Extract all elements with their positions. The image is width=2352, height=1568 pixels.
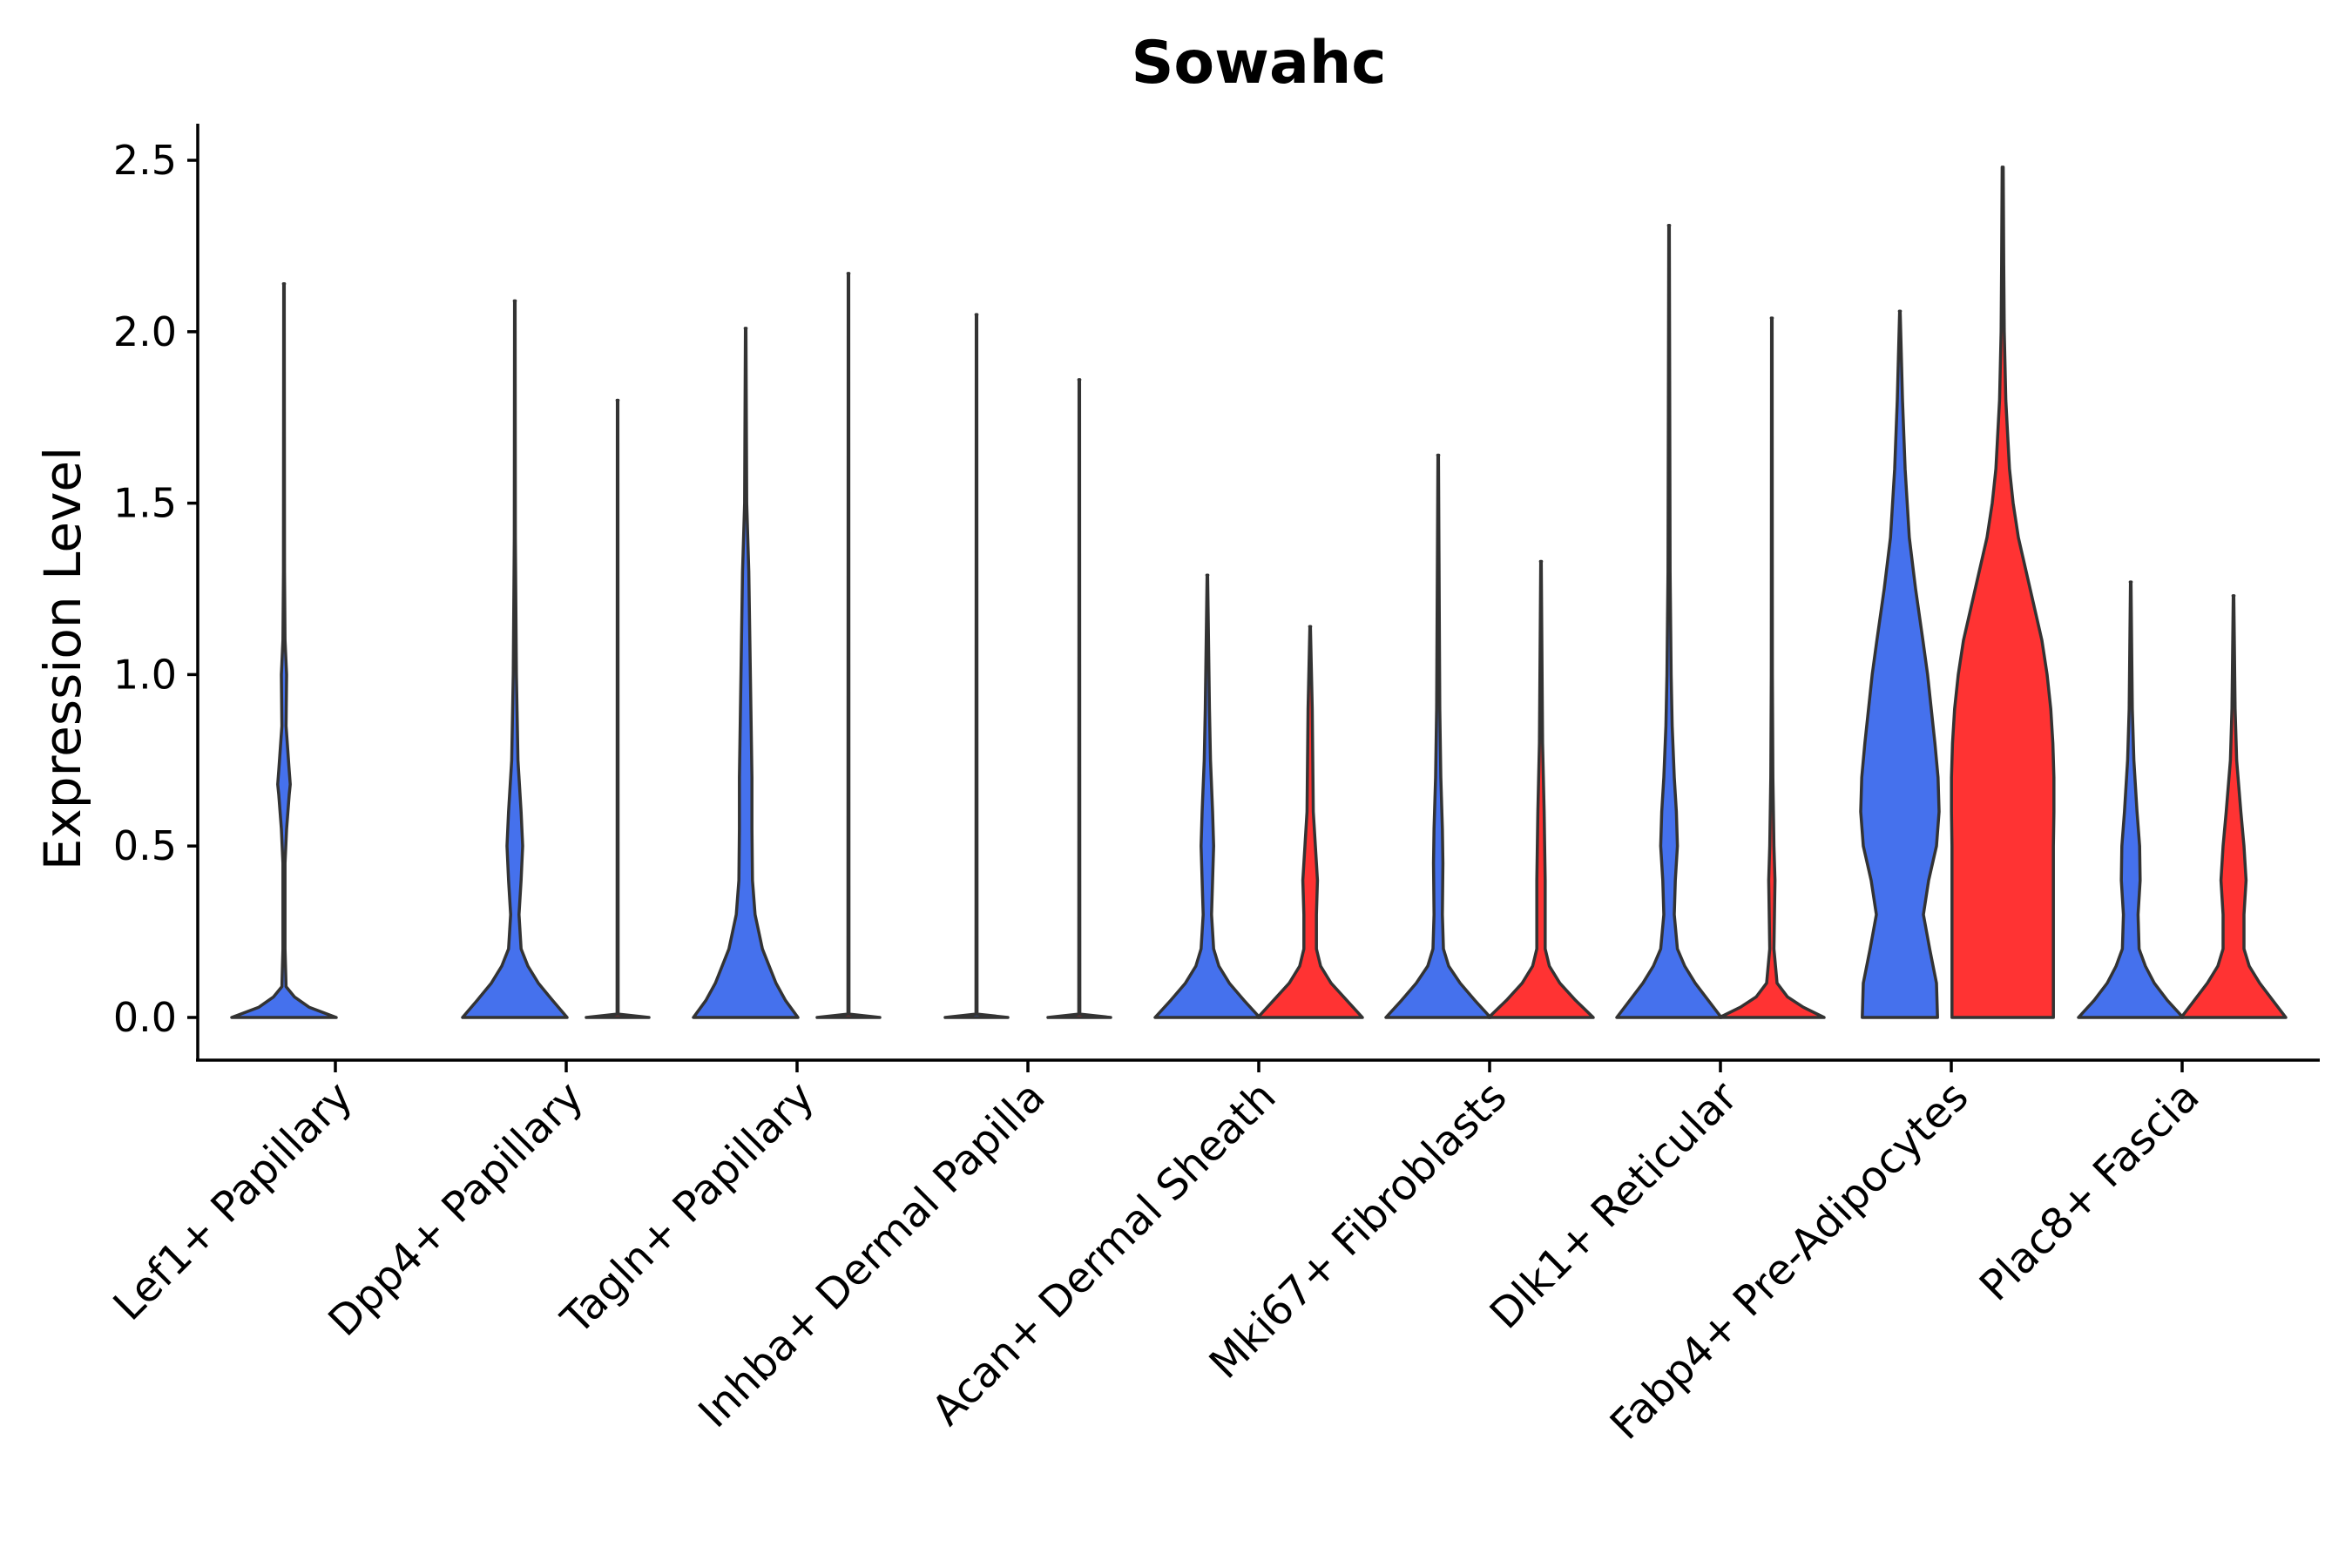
y-tick-label: 2.0 (113, 308, 177, 355)
violin-red (1046, 378, 1112, 1019)
y-tick-label: 2.5 (113, 137, 177, 184)
y-tick-label: 1.5 (113, 480, 177, 527)
chart-title: Sowahc (1131, 29, 1386, 98)
y-axis-ticks: 0.0 0.5 1.0 1.5 2.0 2.5 (113, 137, 198, 1041)
violin-red (1718, 316, 1826, 1019)
x-tick-label: Lef1+ Papillary (105, 1072, 362, 1330)
violin-blue (230, 281, 338, 1019)
violin-red (815, 272, 882, 1019)
y-axis-label: Expression Level (33, 447, 92, 870)
violin-blue (1615, 224, 1723, 1019)
violin-blue (2077, 580, 2185, 1019)
violins-group (230, 166, 2288, 1019)
violin-blue (943, 313, 1010, 1019)
violin-blue (461, 299, 569, 1019)
y-tick-label: 1.0 (113, 651, 177, 698)
x-tick-label: Tagln+ Papillary (551, 1072, 823, 1344)
y-tick-label: 0.0 (113, 994, 177, 1041)
y-tick-label: 0.5 (113, 822, 177, 869)
violin-red (1487, 559, 1595, 1019)
x-tick-label: Dpp4+ Papillary (319, 1072, 592, 1346)
violin-blue (692, 327, 800, 1019)
violin-blue (1153, 573, 1261, 1019)
violin-blue (1859, 309, 1941, 1019)
violin-blue (1384, 453, 1492, 1019)
violin-red (585, 398, 651, 1019)
x-tick-label: Plac8+ Fascia (1970, 1072, 2209, 1311)
x-tick-label: Dlk1+ Reticular (1481, 1072, 1747, 1339)
violin-red (1950, 166, 2056, 1019)
violin-red (2180, 594, 2288, 1019)
violin-red (1256, 625, 1364, 1019)
